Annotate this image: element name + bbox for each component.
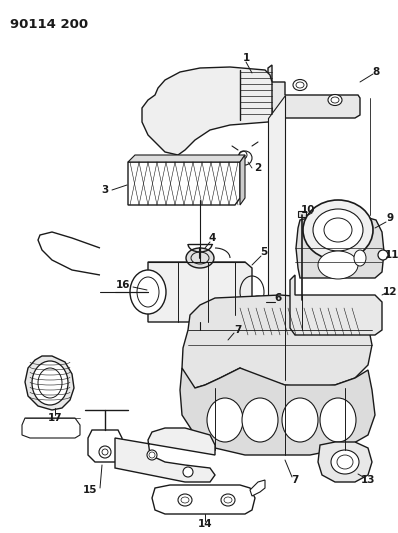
- Text: 3: 3: [101, 185, 109, 195]
- Text: 11: 11: [385, 250, 398, 260]
- Polygon shape: [128, 155, 245, 162]
- Text: 16: 16: [116, 280, 130, 290]
- Polygon shape: [268, 65, 360, 118]
- Ellipse shape: [221, 494, 235, 506]
- Polygon shape: [296, 215, 384, 278]
- Text: 8: 8: [373, 67, 380, 77]
- Ellipse shape: [303, 200, 373, 260]
- Polygon shape: [182, 295, 372, 388]
- Ellipse shape: [331, 97, 339, 103]
- Ellipse shape: [242, 398, 278, 442]
- Ellipse shape: [328, 94, 342, 106]
- Text: 7: 7: [234, 325, 242, 335]
- Polygon shape: [240, 155, 245, 205]
- Polygon shape: [268, 95, 285, 380]
- Ellipse shape: [207, 398, 243, 442]
- Ellipse shape: [130, 270, 166, 314]
- Text: 9: 9: [386, 213, 394, 223]
- Ellipse shape: [318, 251, 358, 279]
- Ellipse shape: [313, 209, 363, 251]
- Polygon shape: [38, 232, 100, 275]
- Polygon shape: [318, 442, 372, 482]
- Ellipse shape: [99, 446, 111, 458]
- Ellipse shape: [147, 450, 157, 460]
- Text: 1: 1: [242, 53, 250, 63]
- Polygon shape: [115, 428, 215, 482]
- Ellipse shape: [293, 79, 307, 91]
- Text: 14: 14: [198, 519, 212, 529]
- Polygon shape: [194, 320, 232, 380]
- Ellipse shape: [250, 296, 266, 308]
- Text: 15: 15: [83, 485, 97, 495]
- Ellipse shape: [282, 398, 318, 442]
- Text: 5: 5: [260, 247, 267, 257]
- Ellipse shape: [186, 248, 214, 268]
- Ellipse shape: [238, 151, 252, 165]
- Polygon shape: [25, 356, 74, 410]
- Bar: [298, 211, 306, 217]
- Polygon shape: [88, 430, 122, 462]
- Polygon shape: [22, 418, 80, 438]
- Text: 6: 6: [274, 293, 282, 303]
- Ellipse shape: [331, 450, 359, 474]
- Ellipse shape: [354, 250, 366, 266]
- Polygon shape: [152, 485, 255, 514]
- Text: 10: 10: [301, 205, 315, 215]
- Ellipse shape: [32, 361, 68, 405]
- Polygon shape: [180, 368, 375, 455]
- Text: 4: 4: [208, 233, 216, 243]
- Text: 12: 12: [383, 287, 397, 297]
- Polygon shape: [148, 262, 252, 322]
- Polygon shape: [142, 67, 272, 155]
- Ellipse shape: [378, 250, 388, 260]
- Polygon shape: [250, 480, 265, 496]
- Text: 17: 17: [48, 413, 62, 423]
- Text: 90114 200: 90114 200: [10, 18, 88, 31]
- Ellipse shape: [178, 494, 192, 506]
- Polygon shape: [128, 162, 240, 205]
- Text: 2: 2: [254, 163, 261, 173]
- Polygon shape: [290, 275, 382, 335]
- Ellipse shape: [320, 398, 356, 442]
- Ellipse shape: [296, 82, 304, 88]
- Text: 7: 7: [291, 475, 298, 485]
- Ellipse shape: [183, 467, 193, 477]
- Text: 13: 13: [361, 475, 375, 485]
